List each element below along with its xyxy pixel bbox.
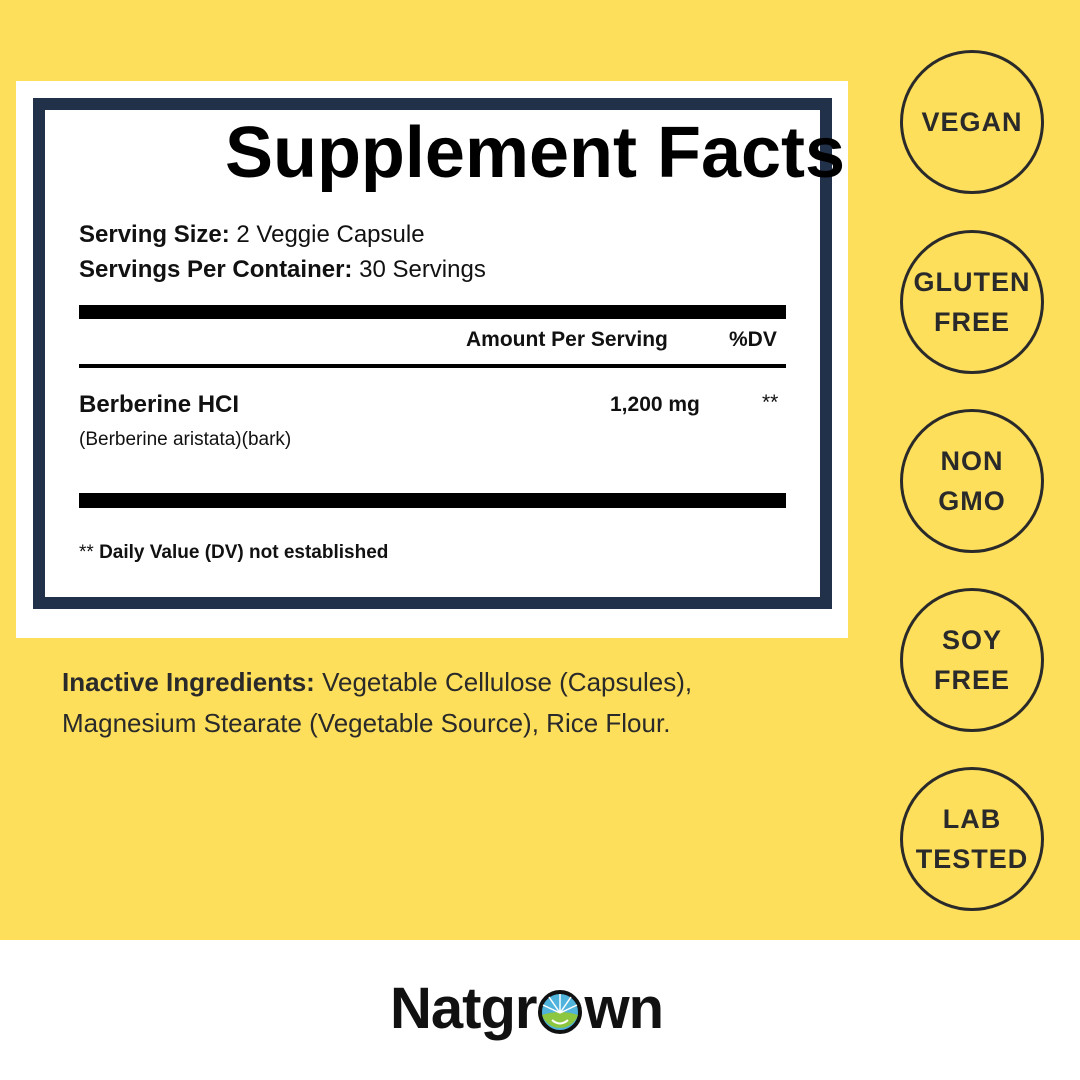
servings-per-container: Servings Per Container: 30 Servings — [79, 256, 486, 284]
sunrise-o-icon — [538, 989, 583, 1034]
ingredient-source: (Berberine aristata)(bark) — [79, 429, 292, 450]
divider-bottom — [79, 493, 786, 508]
badge-vegan: VEGAN — [900, 50, 1044, 194]
inactive-ingredients: Inactive Ingredients: Vegetable Cellulos… — [62, 662, 822, 744]
badge-text: SOY — [941, 625, 1002, 655]
footnote: ** Daily Value (DV) not established — [79, 542, 388, 564]
brand-logo: Natgr wn — [390, 975, 664, 1042]
badge-text: GLUTEN — [913, 267, 1031, 297]
serving-size: Serving Size: 2 Veggie Capsule — [79, 221, 425, 249]
servings-label: Servings Per Container: — [79, 256, 353, 283]
page-title: Supplement Facts — [224, 113, 846, 193]
ingredient-dv: ** — [762, 391, 779, 414]
label-frame — [33, 98, 832, 609]
footnote-text: Daily Value (DV) not established — [99, 542, 389, 563]
badge-text: VEGAN — [921, 107, 1023, 137]
divider-thin — [79, 364, 786, 368]
badge-text: LAB — [942, 804, 1002, 834]
ingredient-amount: 1,200 mg — [610, 393, 700, 416]
badge-text: TESTED — [915, 844, 1029, 874]
dv-header: %DV — [729, 328, 777, 351]
serving-size-value: 2 Veggie Capsule — [236, 221, 425, 248]
badge-text: GMO — [938, 486, 1006, 516]
inactive-label: Inactive Ingredients: — [62, 667, 315, 697]
amount-header: Amount Per Serving — [466, 328, 668, 351]
badge-soy-free: SOY FREE — [900, 588, 1044, 732]
brand-text-end: wn — [584, 976, 664, 1041]
badge-text: FREE — [933, 665, 1010, 695]
divider-thick — [79, 305, 786, 319]
badge-text: FREE — [933, 307, 1010, 337]
serving-size-label: Serving Size: — [79, 221, 230, 248]
badge-non-gmo: NON GMO — [900, 409, 1044, 553]
ingredient-name: Berberine HCI — [79, 391, 240, 418]
badge-lab-tested: LAB TESTED — [900, 767, 1044, 911]
footnote-mark: ** — [79, 542, 94, 563]
brand-text-start: Natgr — [390, 976, 537, 1041]
badge-gluten-free: GLUTEN FREE — [900, 230, 1044, 374]
badge-text: NON — [940, 446, 1004, 476]
servings-value: 30 Servings — [359, 256, 486, 283]
inactive-text: Vegetable Cellulose (Capsules), Magnesiu… — [62, 667, 693, 738]
